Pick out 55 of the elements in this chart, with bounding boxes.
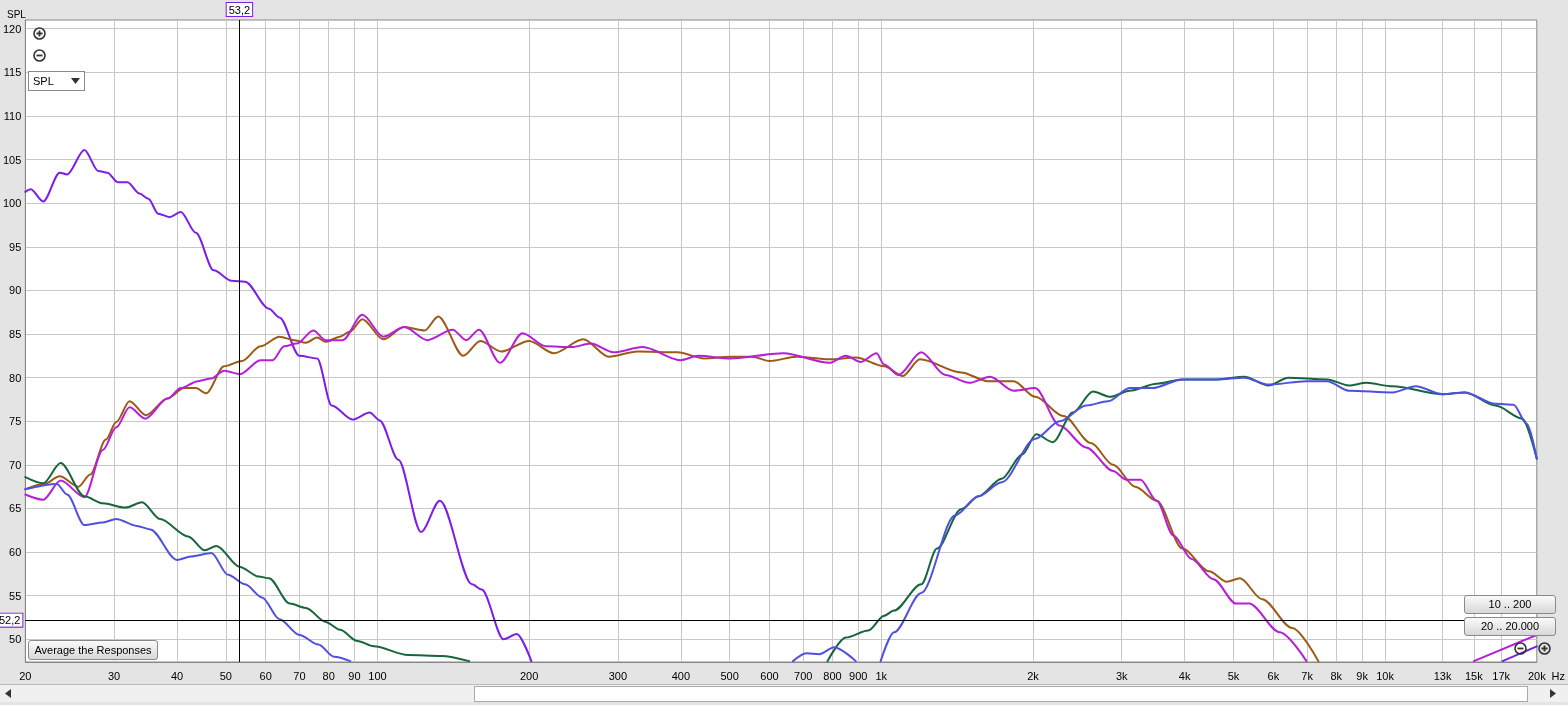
x-tick-label: 600 <box>760 669 779 682</box>
ref-line-label: 52,2 <box>0 614 21 627</box>
x-tick-label: 70 <box>293 669 306 682</box>
x-tick-label: 20k <box>1527 669 1547 682</box>
ref-line-label: 53,2 <box>228 3 251 16</box>
button: 10 .. 200 <box>1464 595 1556 614</box>
x-tick-label: 2k <box>1027 669 1040 682</box>
x-tick-label: 17k <box>1492 669 1511 682</box>
x-tick-label: 200 <box>519 669 539 682</box>
x-tick-label: 80 <box>322 669 335 682</box>
x-tick-label: 20 <box>19 669 32 682</box>
x-tick-label: 400 <box>671 669 691 682</box>
x-tick-label: 13k <box>1433 669 1452 682</box>
x-tick-label: 1k <box>875 669 888 682</box>
y-tick-label: 75 <box>9 415 22 428</box>
x-tick-label: 300 <box>608 669 628 682</box>
annotation: SPL <box>33 75 54 87</box>
x-tick-label: 7k <box>1301 669 1314 682</box>
x-tick-label: 6k <box>1267 669 1280 682</box>
y-tick-label: 55 <box>9 589 22 602</box>
y-tick-label: 80 <box>9 371 22 384</box>
x-tick-label: 40 <box>170 669 184 682</box>
x-axis-title: Hz <box>1551 669 1566 682</box>
y-tick-label: 95 <box>9 240 22 253</box>
y-tick-label: 115 <box>3 66 22 79</box>
y-tick-label: 120 <box>2 22 22 35</box>
dropdown: SPL <box>28 71 85 91</box>
x-tick-label: 90 <box>348 669 361 682</box>
x-tick-label: 100 <box>368 669 387 682</box>
x-tick-label: 4k <box>1178 669 1191 682</box>
y-tick-label: 65 <box>9 502 22 515</box>
y-tick-label: 105 <box>2 153 22 166</box>
y-tick-label: 70 <box>9 458 22 471</box>
button: Average the Responses <box>28 640 158 660</box>
y-tick-label: 60 <box>9 546 22 559</box>
y-tick-label: 85 <box>9 328 22 341</box>
y-tick-label: 110 <box>3 109 22 122</box>
x-tick-label: 30 <box>107 669 121 682</box>
button: 20 .. 20.000 <box>1464 617 1556 636</box>
x-tick-label: 3k <box>1115 669 1128 682</box>
x-tick-label: 10k <box>1376 669 1395 682</box>
x-tick-label: 800 <box>823 669 842 682</box>
y-axis-title: SPL <box>7 8 27 20</box>
x-tick-label: 15k <box>1464 669 1484 682</box>
y-tick-label: 100 <box>2 197 22 210</box>
x-tick-label: 5k <box>1227 669 1240 682</box>
x-tick-label: 60 <box>259 669 272 682</box>
x-tick-label: 700 <box>794 669 813 682</box>
x-tick-label: 8k <box>1330 669 1343 682</box>
y-tick-label: 50 <box>9 633 22 646</box>
x-tick-label: 50 <box>219 669 232 682</box>
x-tick-label: 900 <box>849 669 868 682</box>
x-tick-label: 9k <box>1356 669 1369 682</box>
x-tick-label: 500 <box>720 669 739 682</box>
y-tick-label: 90 <box>9 284 22 297</box>
